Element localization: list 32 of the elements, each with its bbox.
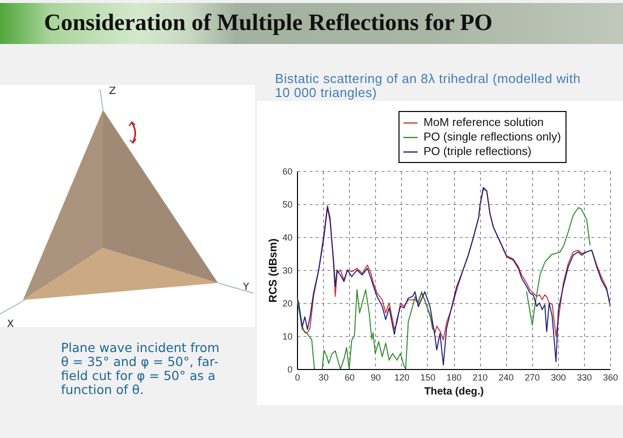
x-tick-label: 150 xyxy=(420,372,436,382)
x-tick-label: 270 xyxy=(524,372,540,382)
x-tick-label: 180 xyxy=(446,372,462,382)
text: X xyxy=(7,319,14,330)
y-tick-label: 0 xyxy=(287,364,292,374)
text: Z xyxy=(109,86,116,97)
x-tick-label: 330 xyxy=(576,372,592,382)
y-tick-label: 30 xyxy=(282,266,292,276)
y-tick-label: 50 xyxy=(282,200,292,210)
text: Y xyxy=(242,282,250,293)
line-series xyxy=(297,187,610,366)
chart-title: Consideration of Multiple Reflections for PO xyxy=(44,10,492,37)
chart-subtitle: Bistatic scattering of an 8λ trihedral (modelled with 10 000 triangles) xyxy=(275,71,582,100)
x-tick-label: 0 xyxy=(294,372,300,382)
x-tick-label: 30 xyxy=(318,372,329,382)
x-tick-label: 300 xyxy=(550,372,566,382)
y-tick-label: 10 xyxy=(282,332,292,342)
legend-label: PO (single reflections only) xyxy=(424,132,562,144)
legend-label: MoM reference solution xyxy=(424,117,544,129)
x-tick-label: 120 xyxy=(394,372,410,382)
x-tick-label: 210 xyxy=(472,372,488,382)
x-tick-label: 60 xyxy=(344,372,355,382)
y-tick-label: 40 xyxy=(282,232,292,242)
text: Plane wave incident from θ = 35° and φ = 50°, far-field cut for φ = 50° as a function of θ. xyxy=(61,340,220,397)
x-tick-label: 360 xyxy=(602,372,618,382)
x-tick-label: 240 xyxy=(498,372,514,382)
y-axis-title: RCS (dBsm) xyxy=(267,238,280,303)
y-tick-label: 20 xyxy=(282,298,292,308)
y-tick-label: 60 xyxy=(282,166,292,176)
x-axis-title: Theta (deg.) xyxy=(424,386,484,398)
legend-label: PO (triple reflections) xyxy=(424,146,532,158)
x-tick-label: 90 xyxy=(370,372,381,382)
